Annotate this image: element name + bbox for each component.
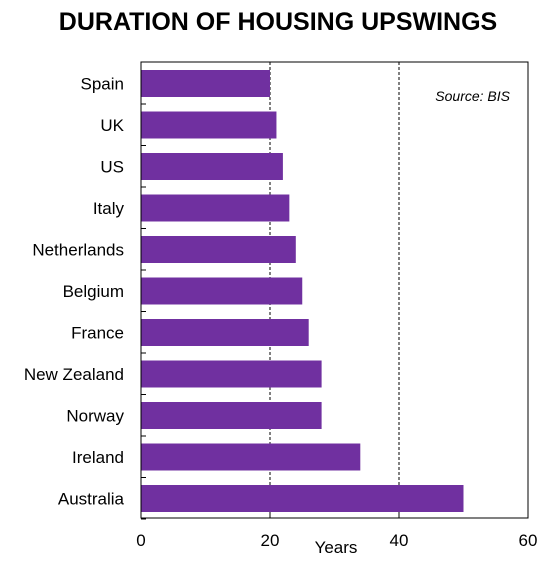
category-label-netherlands: Netherlands bbox=[32, 241, 124, 260]
x-axis-label: Years bbox=[315, 538, 358, 557]
category-label-new-zealand: New Zealand bbox=[24, 365, 124, 384]
category-label-france: France bbox=[71, 324, 124, 343]
bar-us bbox=[141, 153, 283, 180]
category-label-spain: Spain bbox=[81, 75, 124, 94]
bar-norway bbox=[141, 402, 322, 429]
category-labels: Spain UK US Italy Netherlands Belgium France Ne… bbox=[24, 75, 125, 509]
bar-new-zealand bbox=[141, 360, 322, 388]
category-label-belgium: Belgium bbox=[63, 282, 124, 301]
x-tick-label-0: 0 bbox=[136, 531, 145, 550]
plot-frame bbox=[140, 61, 529, 519]
category-label-us: US bbox=[100, 158, 124, 177]
bar-france bbox=[141, 319, 309, 346]
bar-netherlands bbox=[141, 236, 296, 263]
x-tick-label-40: 40 bbox=[390, 531, 409, 550]
bar-belgium bbox=[141, 277, 303, 305]
bar-uk bbox=[141, 111, 277, 139]
category-label-australia: Australia bbox=[58, 490, 125, 509]
bars bbox=[141, 70, 464, 520]
category-label-italy: Italy bbox=[93, 199, 125, 218]
x-tick-label-60: 60 bbox=[519, 531, 538, 550]
x-axis-ticks: 0 20 40 60 bbox=[136, 512, 537, 550]
chart-title: DURATION OF HOUSING UPSWINGS bbox=[59, 8, 497, 36]
category-label-norway: Norway bbox=[66, 407, 124, 426]
category-label-ireland: Ireland bbox=[72, 448, 124, 467]
bar-spain bbox=[141, 70, 270, 97]
category-label-uk: UK bbox=[100, 116, 124, 135]
bar-ireland bbox=[141, 443, 361, 471]
bar-italy bbox=[141, 194, 290, 222]
source-note: Source: BIS bbox=[435, 88, 510, 104]
x-tick-label-20: 20 bbox=[261, 531, 280, 550]
bar-australia bbox=[141, 485, 464, 512]
